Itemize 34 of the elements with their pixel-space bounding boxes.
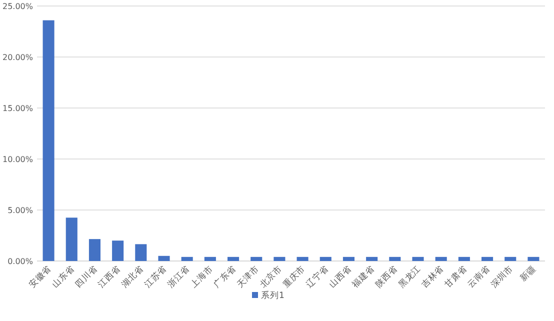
x-tick-label: 安徽省	[26, 263, 54, 290]
y-tick-label: 15.00%	[2, 104, 34, 113]
bar	[112, 240, 124, 261]
x-tick-label: 黑龙江	[396, 263, 424, 290]
bar	[158, 256, 170, 261]
bar	[66, 218, 78, 261]
bar	[135, 244, 147, 261]
y-tick-label: 25.00%	[2, 2, 34, 11]
bar	[296, 256, 308, 261]
bar	[412, 256, 424, 261]
bar	[389, 256, 401, 261]
y-tick-label: 10.00%	[2, 155, 34, 164]
bar	[228, 256, 240, 261]
bar	[504, 256, 516, 261]
x-tick-label: 辽宁省	[304, 263, 331, 290]
bar	[366, 256, 378, 261]
bar	[435, 256, 447, 261]
x-tick-label: 江西省	[96, 263, 123, 290]
bar	[482, 256, 494, 261]
legend-label: 系列1	[261, 290, 284, 301]
bar	[320, 256, 332, 261]
bar	[528, 256, 540, 261]
y-tick-label: 0.00%	[8, 257, 34, 266]
bar	[204, 256, 216, 261]
y-tick-label: 20.00%	[2, 53, 34, 62]
bar	[274, 256, 286, 261]
bar	[42, 20, 54, 261]
bar	[181, 256, 193, 261]
y-tick-label: 5.00%	[8, 206, 34, 215]
bar	[88, 239, 100, 261]
bar	[250, 256, 262, 261]
x-tick-label: 新疆	[518, 263, 539, 284]
bar	[458, 256, 470, 261]
bar	[342, 256, 354, 261]
